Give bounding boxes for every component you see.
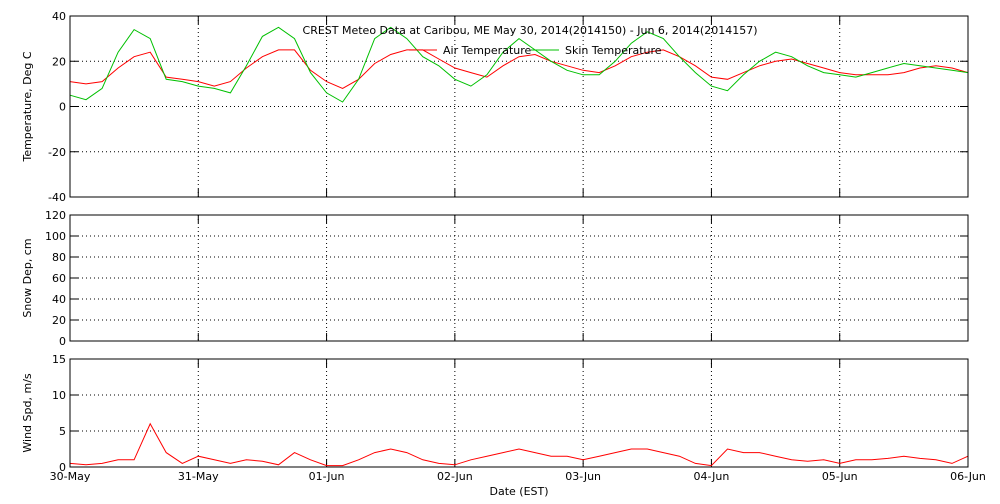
y-tick-label: -20 [48,146,66,159]
x-tick-label: 01-Jun [309,470,345,483]
y-tick-label: 40 [52,10,66,23]
data-line [69,422,969,467]
y-tick-label: 20 [52,55,66,68]
y-tick-label: 5 [59,425,66,438]
y-tick-label: 0 [59,101,66,114]
x-tick-label: 02-Jun [437,470,473,483]
y-tick-label: -40 [48,191,66,204]
legend-label: Skin Temperature [565,44,662,57]
x-tick-label: 06-Jun [950,470,986,483]
plot-frame [69,15,969,198]
y-tick-label: 60 [52,272,66,285]
y-axis-label: Snow Dep, cm [21,238,34,317]
y-tick-label: 0 [59,461,66,474]
legend-label: Air Temperature [443,44,532,57]
x-axis-label: Date (EST) [489,485,548,498]
y-tick-label: 80 [52,251,66,264]
plot-frame [69,214,969,342]
x-tick-label: 05-Jun [822,470,858,483]
y-axis-label: Temperature, Deg C [21,51,34,162]
plot-frame [69,358,969,468]
x-tick-label: 03-Jun [565,470,601,483]
chart-title: CREST Meteo Data at Caribou, ME May 30, … [303,24,758,37]
y-tick-label: 10 [52,389,66,402]
y-tick-label: 20 [52,314,66,327]
x-tick-label: 31-May [178,470,219,483]
y-tick-label: 15 [52,353,66,366]
y-tick-label: 40 [52,293,66,306]
y-tick-label: 120 [45,209,66,222]
y-axis-label: Wind Spd, m/s [21,373,34,453]
data-line [69,49,969,89]
y-tick-label: 0 [59,335,66,348]
x-tick-label: 30-May [50,470,91,483]
data-line [69,26,969,103]
y-tick-label: 100 [45,230,66,243]
x-tick-label: 04-Jun [694,470,730,483]
